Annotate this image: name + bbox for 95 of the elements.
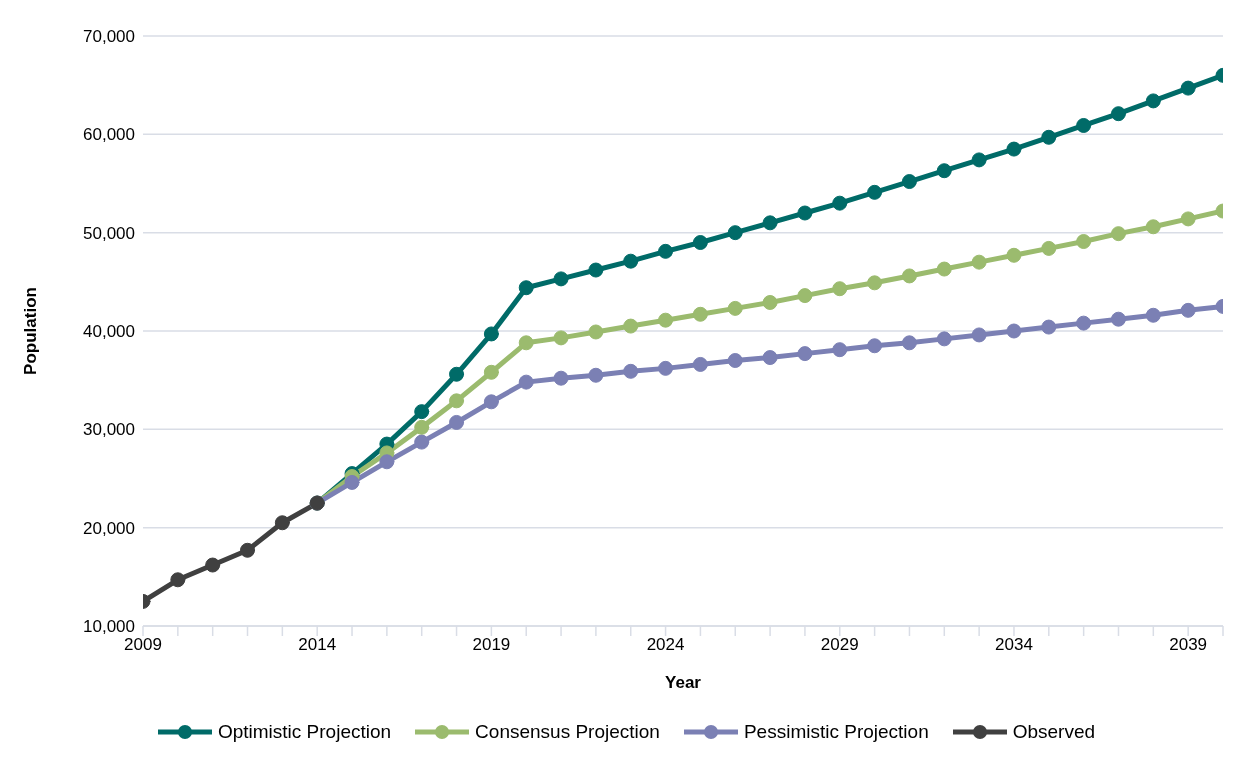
- point: [205, 557, 221, 573]
- point: [1110, 226, 1126, 242]
- point: [901, 174, 917, 190]
- point: [1145, 93, 1161, 109]
- point: [727, 300, 743, 316]
- point: [692, 306, 708, 322]
- x-tick-label: 2034: [995, 635, 1033, 655]
- point: [832, 195, 848, 211]
- point: [623, 363, 639, 379]
- point: [832, 342, 848, 358]
- point: [414, 419, 430, 435]
- point: [1006, 323, 1022, 339]
- legend-label: Pessimistic Projection: [743, 721, 929, 743]
- point: [1180, 80, 1196, 96]
- x-tick-label: 2039: [1169, 635, 1208, 655]
- point: [518, 374, 534, 390]
- point: [553, 370, 569, 386]
- point: [379, 454, 395, 470]
- point: [518, 280, 534, 296]
- point: [483, 326, 499, 342]
- point: [1076, 234, 1092, 250]
- x-tick-label: 2019: [472, 635, 511, 655]
- point: [518, 335, 534, 351]
- point: [414, 404, 430, 420]
- point: [449, 414, 465, 430]
- point: [170, 572, 186, 588]
- point: [901, 335, 917, 351]
- point: [1110, 106, 1126, 122]
- point: [797, 288, 813, 304]
- point: [1110, 311, 1126, 327]
- point: [1006, 247, 1022, 263]
- point: [623, 253, 639, 269]
- legend-label: Optimistic Projection: [217, 721, 392, 743]
- legend-label: Consensus Projection: [475, 721, 660, 743]
- point: [1145, 219, 1161, 235]
- point: [274, 515, 290, 531]
- point: [1180, 211, 1196, 227]
- point: [483, 394, 499, 410]
- point: [449, 393, 465, 409]
- point: [1041, 129, 1057, 145]
- x-axis-title: Year: [665, 673, 702, 693]
- point: [1041, 240, 1057, 256]
- point: [1180, 302, 1196, 318]
- point: [414, 434, 430, 450]
- y-tick-label: 20,000: [83, 518, 135, 538]
- point: [936, 163, 952, 179]
- point: [971, 327, 987, 343]
- point: [1145, 307, 1161, 323]
- x-tick-label: 2009: [124, 635, 162, 655]
- point: [1006, 141, 1022, 157]
- point: [727, 353, 743, 368]
- point: [692, 356, 708, 372]
- point: [588, 324, 604, 340]
- point: [658, 312, 674, 328]
- point: [797, 205, 813, 221]
- y-axis-title: Population: [21, 287, 41, 375]
- y-tick-label: 70,000: [83, 27, 135, 47]
- x-tick-label: 2029: [820, 635, 859, 655]
- point: [1076, 315, 1092, 331]
- point: [762, 350, 778, 366]
- point: [483, 364, 499, 380]
- point: [553, 330, 569, 346]
- point: [797, 346, 813, 362]
- point: [553, 271, 569, 287]
- point: [762, 294, 778, 310]
- y-tick-label: 50,000: [83, 223, 135, 243]
- point: [1041, 319, 1057, 335]
- point: [588, 262, 604, 278]
- point: [936, 331, 952, 347]
- point: [762, 215, 778, 231]
- point: [658, 243, 674, 259]
- point: [1076, 117, 1092, 133]
- y-tick-label: 60,000: [83, 125, 135, 145]
- point: [971, 254, 987, 270]
- point: [658, 360, 674, 376]
- y-tick-label: 10,000: [83, 617, 135, 637]
- point: [901, 268, 917, 284]
- point: [971, 152, 987, 168]
- point: [588, 367, 604, 383]
- x-tick-label: 2014: [298, 635, 337, 655]
- point: [867, 275, 883, 291]
- point: [692, 235, 708, 250]
- point: [867, 184, 883, 200]
- point: [867, 338, 883, 354]
- y-tick-label: 30,000: [83, 420, 135, 440]
- point: [344, 474, 360, 490]
- point: [727, 225, 743, 241]
- y-tick-label: 40,000: [83, 322, 135, 342]
- point: [240, 542, 256, 558]
- point: [449, 366, 465, 382]
- point: [623, 318, 639, 334]
- point: [936, 261, 952, 277]
- legend-label: Observed: [1012, 721, 1096, 743]
- x-tick-label: 2024: [646, 635, 685, 655]
- point: [832, 281, 848, 297]
